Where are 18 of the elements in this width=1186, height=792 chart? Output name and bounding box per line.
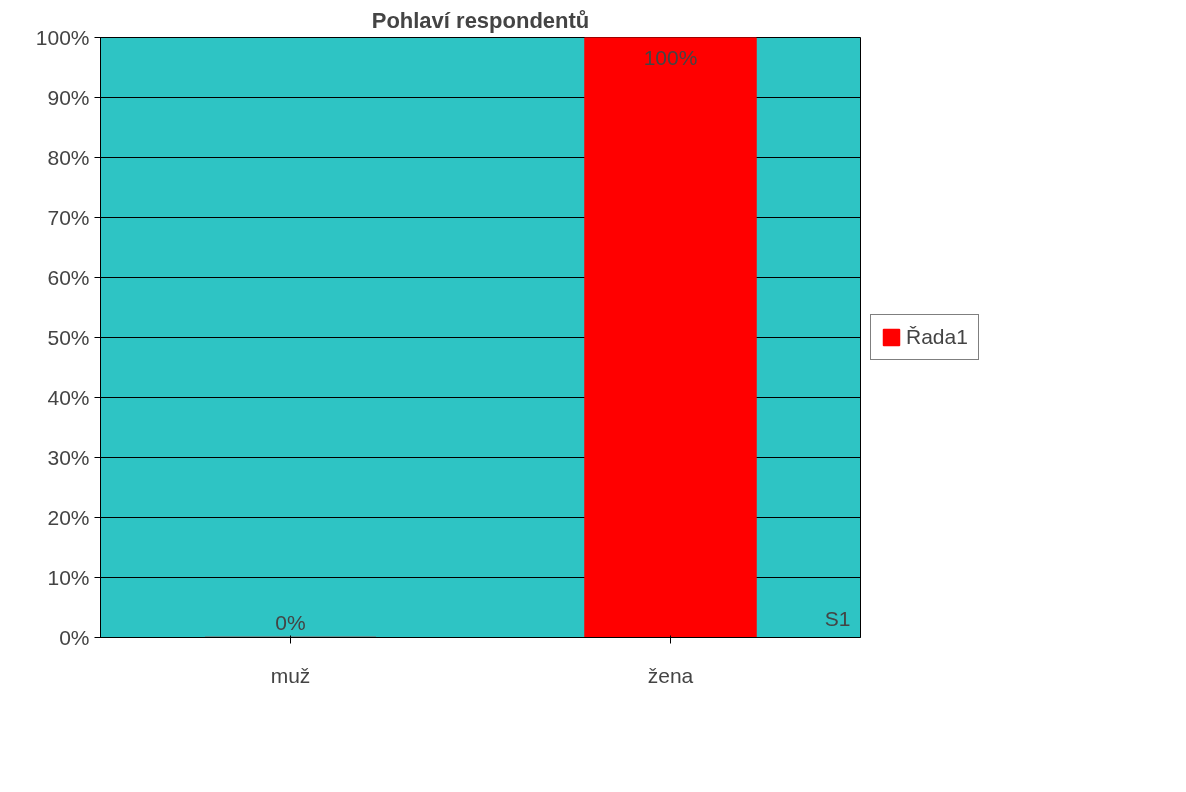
x-tick-label: žena bbox=[647, 663, 694, 687]
chart-title: Pohlaví respondentů bbox=[371, 7, 590, 33]
annotation: S1 bbox=[824, 606, 851, 630]
y-tick-label: 40% bbox=[47, 386, 90, 409]
y-tick-label: 10% bbox=[47, 566, 90, 589]
data-label: 0% bbox=[275, 610, 306, 634]
y-tick-label: 0% bbox=[59, 626, 90, 649]
x-tick-label: muž bbox=[270, 663, 311, 687]
y-tick-label: 90% bbox=[47, 86, 90, 109]
y-tick-label: 20% bbox=[47, 506, 90, 529]
y-tick-label: 80% bbox=[47, 146, 90, 169]
y-tick-label: 50% bbox=[47, 326, 90, 349]
y-tick-label: 100% bbox=[35, 26, 90, 49]
data-label: 100% bbox=[643, 45, 698, 69]
y-tick-label: 60% bbox=[47, 266, 90, 289]
y-tick-label: 70% bbox=[47, 206, 90, 229]
y-tick-label: 30% bbox=[47, 446, 90, 469]
legend-label: Řada1 bbox=[906, 325, 968, 349]
